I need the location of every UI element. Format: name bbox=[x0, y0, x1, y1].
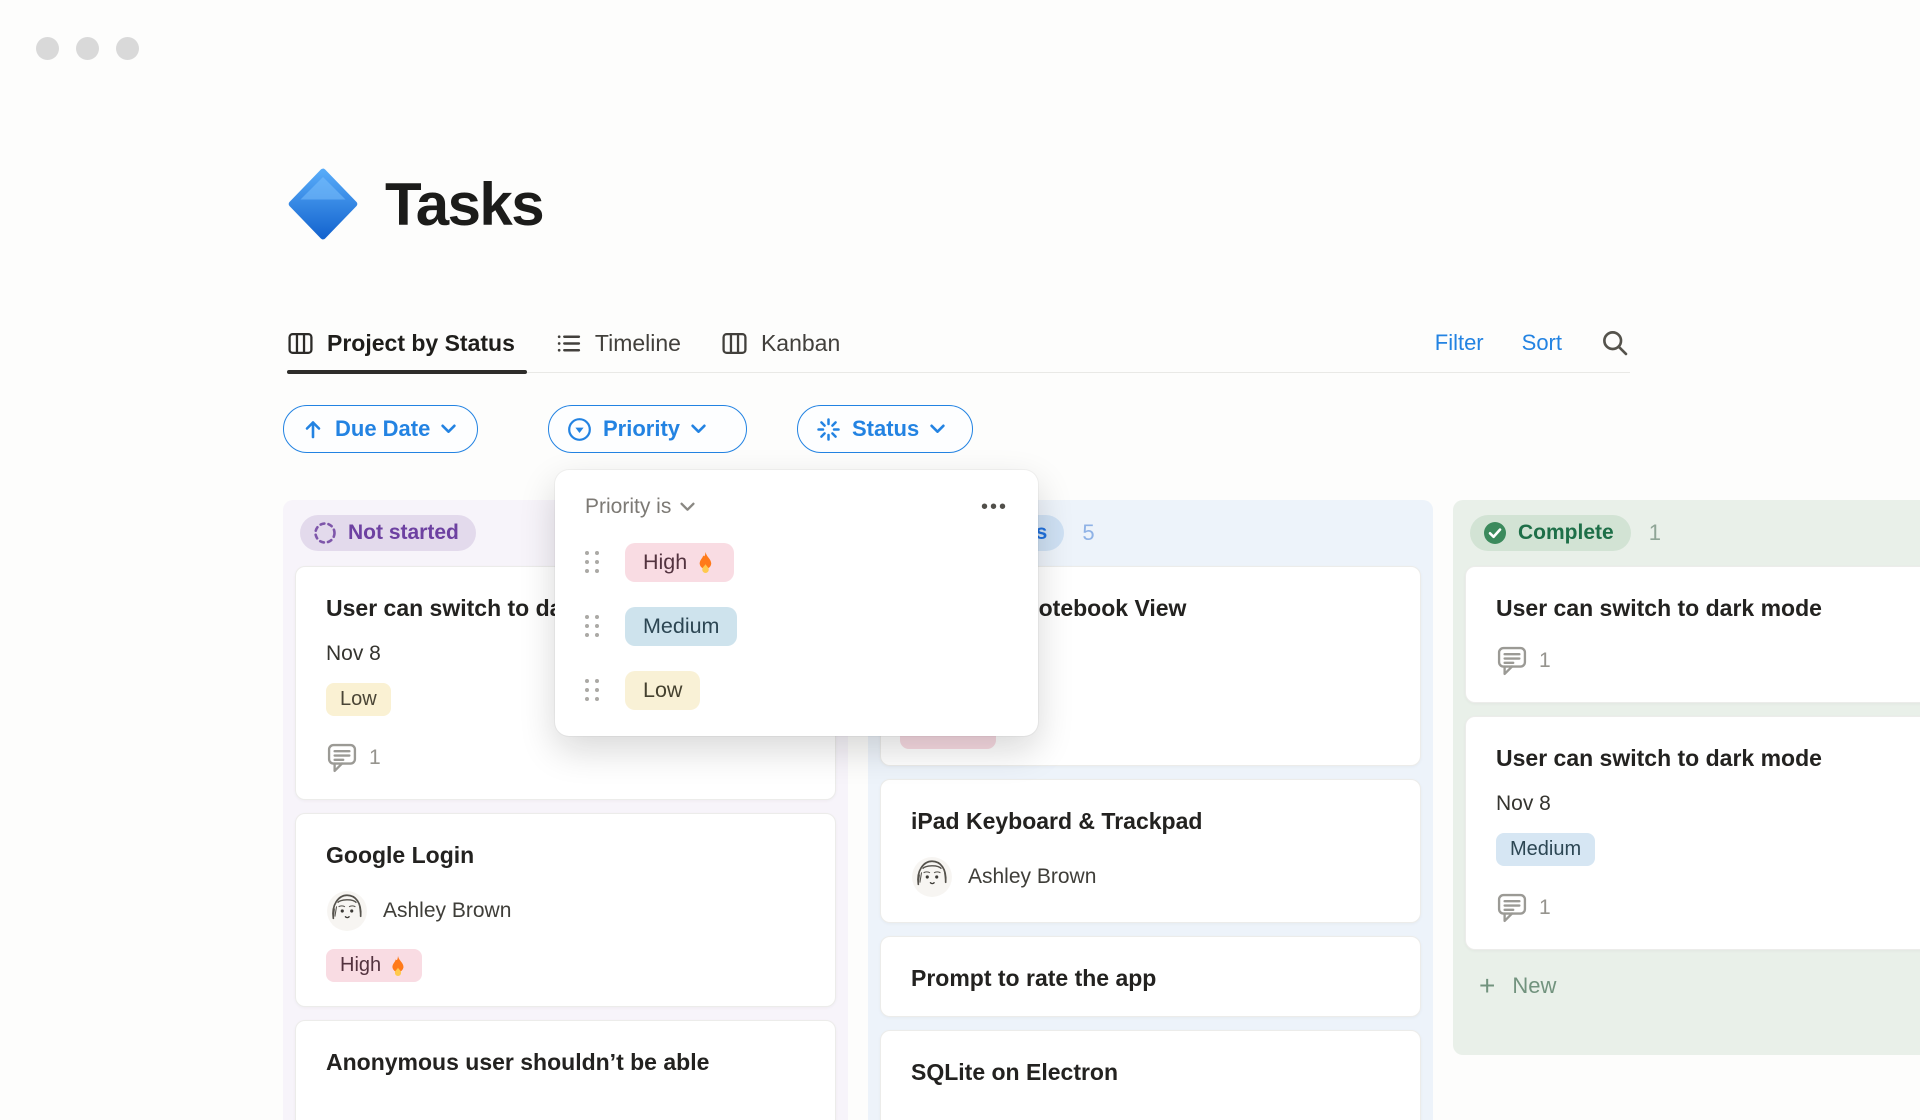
task-card[interactable]: SQLite on Electron bbox=[880, 1030, 1421, 1120]
timeline-icon bbox=[557, 334, 581, 352]
window-dot[interactable] bbox=[36, 37, 59, 60]
task-card[interactable]: Prompt to rate the app bbox=[880, 936, 1421, 1017]
page-title: Tasks bbox=[385, 170, 545, 238]
priority-option-high[interactable]: High bbox=[585, 542, 1008, 582]
status-badge-not-started[interactable]: Not started bbox=[300, 515, 476, 551]
priority-pill-high[interactable]: High bbox=[625, 542, 735, 582]
column-label: Complete bbox=[1518, 521, 1614, 544]
task-card[interactable]: User can switch to dark mode 1 bbox=[1465, 566, 1920, 703]
card-title: Google Login bbox=[326, 842, 475, 868]
fire-icon bbox=[392, 955, 404, 976]
chip-label: Status bbox=[852, 416, 920, 441]
new-card-label: New bbox=[1512, 973, 1557, 998]
priority-badge: Low bbox=[326, 683, 391, 716]
dashed-circle-icon bbox=[314, 522, 336, 544]
spinner-icon bbox=[817, 417, 840, 441]
priority-option-low[interactable]: Low bbox=[585, 670, 1008, 710]
chip-label: Due Date bbox=[335, 416, 431, 441]
comment-count: 1 bbox=[369, 746, 381, 769]
status-badge-complete[interactable]: Complete bbox=[1470, 515, 1631, 551]
sort-button[interactable]: Sort bbox=[1521, 330, 1562, 355]
priority-label: High bbox=[643, 549, 688, 574]
popup-more-button[interactable]: ••• bbox=[980, 495, 1008, 518]
circle-chevron-icon bbox=[568, 417, 591, 441]
task-card[interactable]: iPad Keyboard & Trackpad Ashley Brown bbox=[880, 779, 1421, 923]
blue-diamond-icon bbox=[288, 168, 358, 240]
comment-count: 1 bbox=[1539, 649, 1551, 672]
assignee-name: Ashley Brown bbox=[383, 899, 512, 922]
tab-label: Project by Status bbox=[327, 329, 515, 356]
card-title: User can switch to dark mode bbox=[1496, 745, 1822, 771]
card-due-date: Nov 8 bbox=[1496, 792, 1551, 815]
priority-filter-popup: Priority is ••• High Medium bbox=[555, 470, 1038, 736]
due-date-chip[interactable]: Due Date bbox=[283, 405, 478, 453]
priority-option-medium[interactable]: Medium bbox=[585, 606, 1008, 646]
column-label: Not started bbox=[348, 521, 459, 544]
priority-chip[interactable]: Priority bbox=[548, 405, 747, 453]
comment-icon bbox=[1497, 893, 1527, 923]
chevron-down-icon bbox=[691, 424, 706, 433]
drag-handle-icon[interactable] bbox=[585, 551, 599, 573]
popup-title[interactable]: Priority is bbox=[585, 495, 672, 518]
plus-icon: + bbox=[1479, 970, 1496, 1001]
arrow-up-icon bbox=[305, 421, 321, 439]
card-title: Anonymous user shouldn’t be able bbox=[326, 1049, 710, 1075]
chip-label: Priority bbox=[603, 416, 681, 441]
task-card[interactable]: Google Login Ashley Brown High bbox=[295, 813, 836, 1007]
priority-label: Medium bbox=[643, 613, 720, 638]
drag-handle-icon[interactable] bbox=[585, 615, 599, 637]
card-title: Notebook View bbox=[1022, 595, 1187, 621]
view-tab-bar: Project by Status Timeline Kanban Filter… bbox=[287, 314, 1630, 374]
priority-label: Low bbox=[643, 677, 683, 702]
board-icon bbox=[722, 332, 747, 354]
page-header: Tasks bbox=[287, 168, 545, 240]
comment-icon bbox=[327, 743, 357, 773]
tab-label: Kanban bbox=[760, 329, 841, 356]
tab-timeline[interactable]: Timeline bbox=[555, 314, 681, 372]
board-icon bbox=[288, 332, 313, 354]
search-button[interactable] bbox=[1600, 328, 1630, 358]
card-title: User can switch to dark mode bbox=[1496, 595, 1822, 621]
status-chip[interactable]: Status bbox=[797, 405, 973, 453]
priority-label: High bbox=[340, 954, 382, 976]
chevron-down-icon bbox=[680, 502, 695, 511]
card-title: iPad Keyboard & Trackpad bbox=[911, 808, 1203, 834]
drag-handle-icon[interactable] bbox=[585, 679, 599, 701]
window-controls bbox=[36, 37, 139, 60]
priority-pill-low[interactable]: Low bbox=[625, 670, 701, 710]
window-dot[interactable] bbox=[116, 37, 139, 60]
task-card[interactable]: User can switch to dark mode Nov 8 Mediu… bbox=[1465, 716, 1920, 950]
avatar bbox=[327, 891, 367, 931]
active-tab-underline bbox=[287, 370, 527, 374]
tab-project-by-status[interactable]: Project by Status bbox=[287, 314, 527, 374]
card-title: Prompt to rate the app bbox=[911, 965, 1157, 991]
card-title: SQLite on Electron bbox=[911, 1059, 1119, 1085]
priority-pill-medium[interactable]: Medium bbox=[625, 606, 738, 646]
chevron-down-icon bbox=[441, 424, 457, 433]
tab-label: Timeline bbox=[594, 329, 681, 356]
card-due-date: Nov 8 bbox=[326, 642, 381, 665]
fire-icon bbox=[699, 551, 712, 573]
window-dot[interactable] bbox=[76, 37, 99, 60]
filter-button[interactable]: Filter bbox=[1434, 330, 1484, 355]
new-card-button[interactable]: + New bbox=[1465, 963, 1920, 1009]
column-count: 1 bbox=[1648, 520, 1661, 545]
search-icon bbox=[1603, 331, 1628, 356]
chevron-down-icon bbox=[930, 424, 945, 433]
assignee-name: Ashley Brown bbox=[968, 865, 1097, 888]
avatar bbox=[912, 857, 952, 897]
tab-kanban[interactable]: Kanban bbox=[721, 314, 840, 372]
priority-badge: Medium bbox=[1496, 833, 1596, 866]
comment-count: 1 bbox=[1539, 896, 1551, 919]
priority-badge: High bbox=[326, 949, 423, 982]
column-count: 5 bbox=[1082, 520, 1095, 545]
task-card[interactable]: Anonymous user shouldn’t be able bbox=[295, 1020, 836, 1120]
comment-icon bbox=[1497, 646, 1527, 676]
check-circle-icon bbox=[1484, 522, 1506, 544]
column-complete: Complete 1 User can switch to dark mode … bbox=[1453, 500, 1920, 1055]
